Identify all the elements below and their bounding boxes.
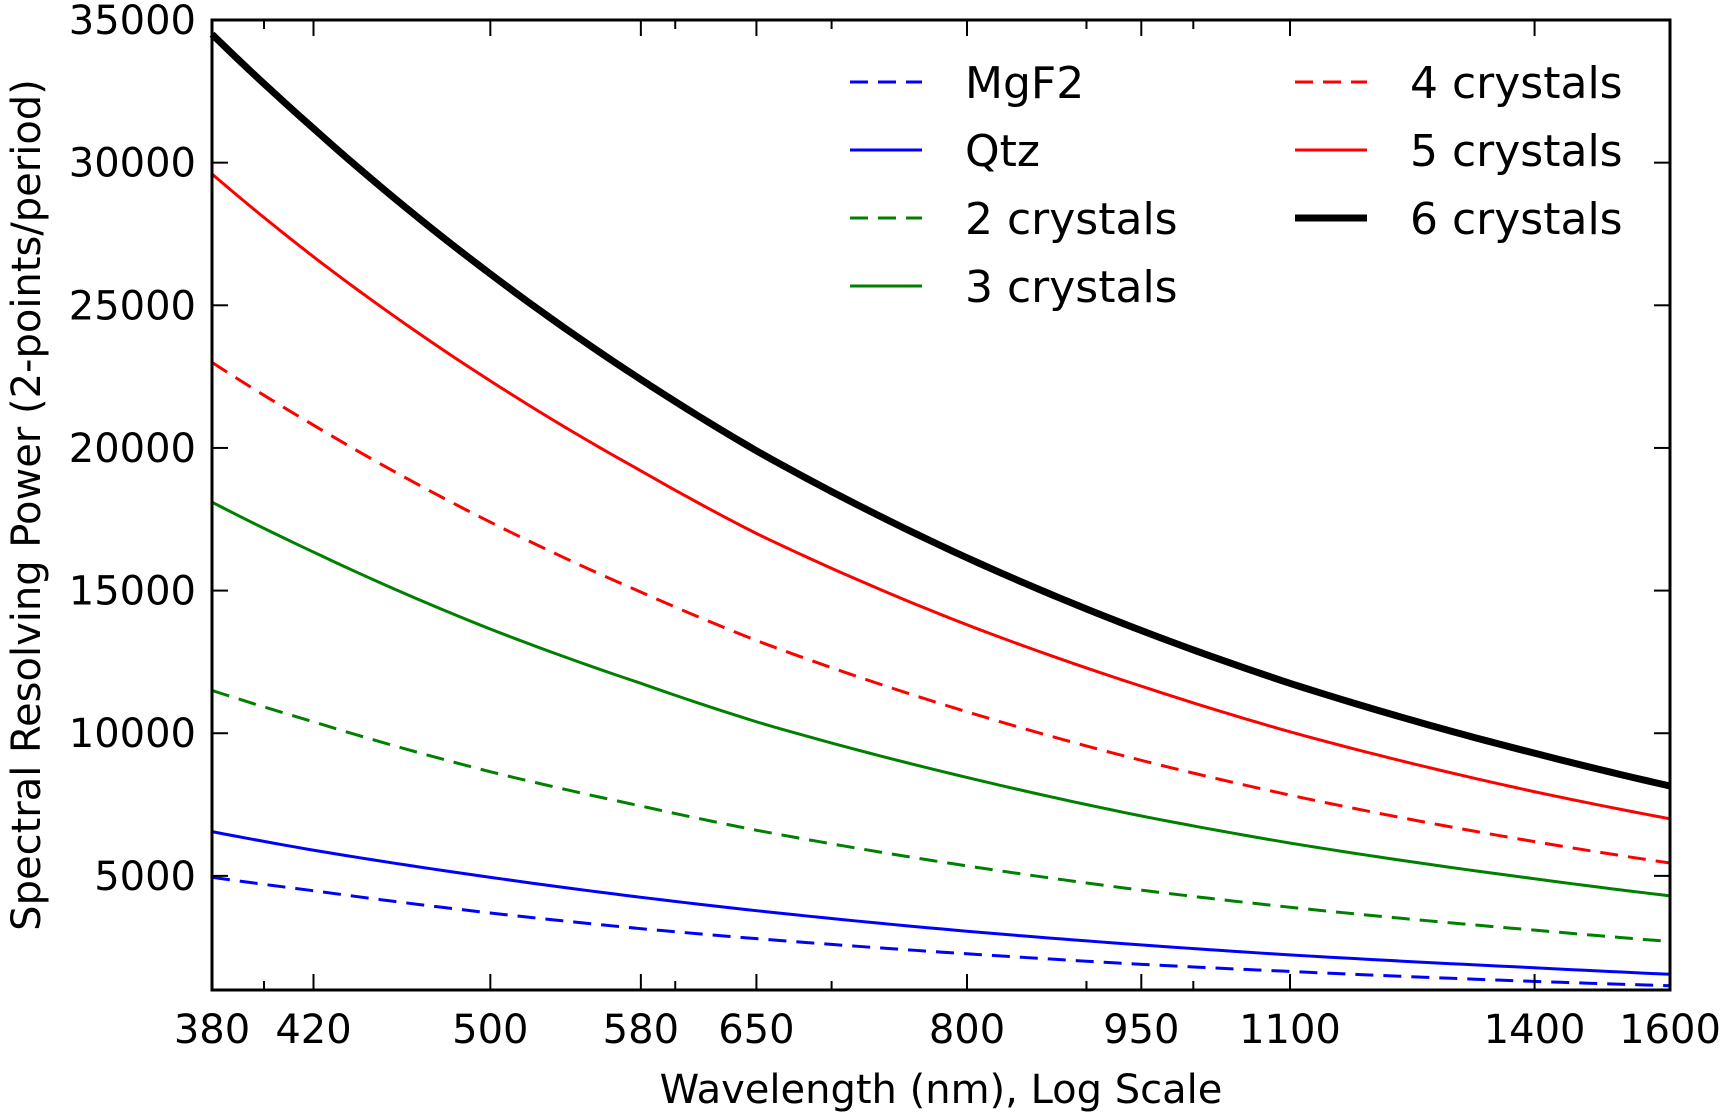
x-tick-labels: 380 420 500 580 650 800 950 1100 1400 1600 — [174, 1007, 1721, 1053]
x-tick-label: 500 — [452, 1007, 528, 1053]
x-tick-label: 800 — [929, 1007, 1005, 1053]
legend-label-2-crystals: 2 crystals — [965, 194, 1178, 245]
legend-label-4-crystals: 4 crystals — [1410, 58, 1623, 109]
series-line-6-crystals — [209, 31, 1671, 790]
legend-label-3-crystals: 3 crystals — [965, 262, 1178, 313]
series-line-mgf2 — [211, 875, 1671, 988]
series-line-2-crystals — [211, 689, 1671, 943]
series-line-5-crystals — [211, 172, 1671, 821]
x-tick-label: 950 — [1103, 1007, 1179, 1053]
legend-label-mgf2: MgF2 — [965, 58, 1084, 109]
y-axis-label: Spectral Resolving Power (2-points/perio… — [4, 79, 50, 931]
legend: MgF2 Qtz 2 crystals 3 crystals 4 crystals 5 c… — [850, 58, 1623, 313]
x-tick-label: 1400 — [1484, 1007, 1586, 1053]
legend-label-qtz: Qtz — [965, 126, 1040, 177]
ticks-layer — [211, 19, 1671, 990]
plot-frame — [210, 18, 1672, 992]
series-line-qtz — [211, 830, 1671, 976]
x-tick-label: 420 — [275, 1007, 351, 1053]
legend-label-5-crystals: 5 crystals — [1410, 126, 1623, 177]
y-tick-label: 35000 — [69, 0, 196, 44]
x-tick-label: 650 — [718, 1007, 794, 1053]
legend-label-6-crystals: 6 crystals — [1410, 194, 1623, 245]
y-tick-label: 25000 — [69, 283, 196, 329]
x-tick-label: 580 — [603, 1007, 679, 1053]
x-axis-label: Wavelength (nm), Log Scale — [660, 1067, 1223, 1113]
x-tick-label: 1100 — [1239, 1007, 1341, 1053]
series-line-3-crystals — [211, 500, 1671, 898]
y-tick-label: 30000 — [69, 141, 196, 187]
x-tick-label: 380 — [174, 1007, 250, 1053]
y-tick-label: 15000 — [69, 569, 196, 615]
y-tick-label: 5000 — [94, 854, 196, 900]
y-tick-label: 10000 — [69, 711, 196, 757]
series-line-4-crystals — [211, 361, 1671, 865]
y-tick-label: 20000 — [69, 426, 196, 472]
series-layer — [209, 31, 1671, 988]
x-tick-label: 1600 — [1619, 1007, 1721, 1053]
y-tick-labels: 5000 10000 15000 20000 25000 30000 35000 — [69, 0, 196, 900]
